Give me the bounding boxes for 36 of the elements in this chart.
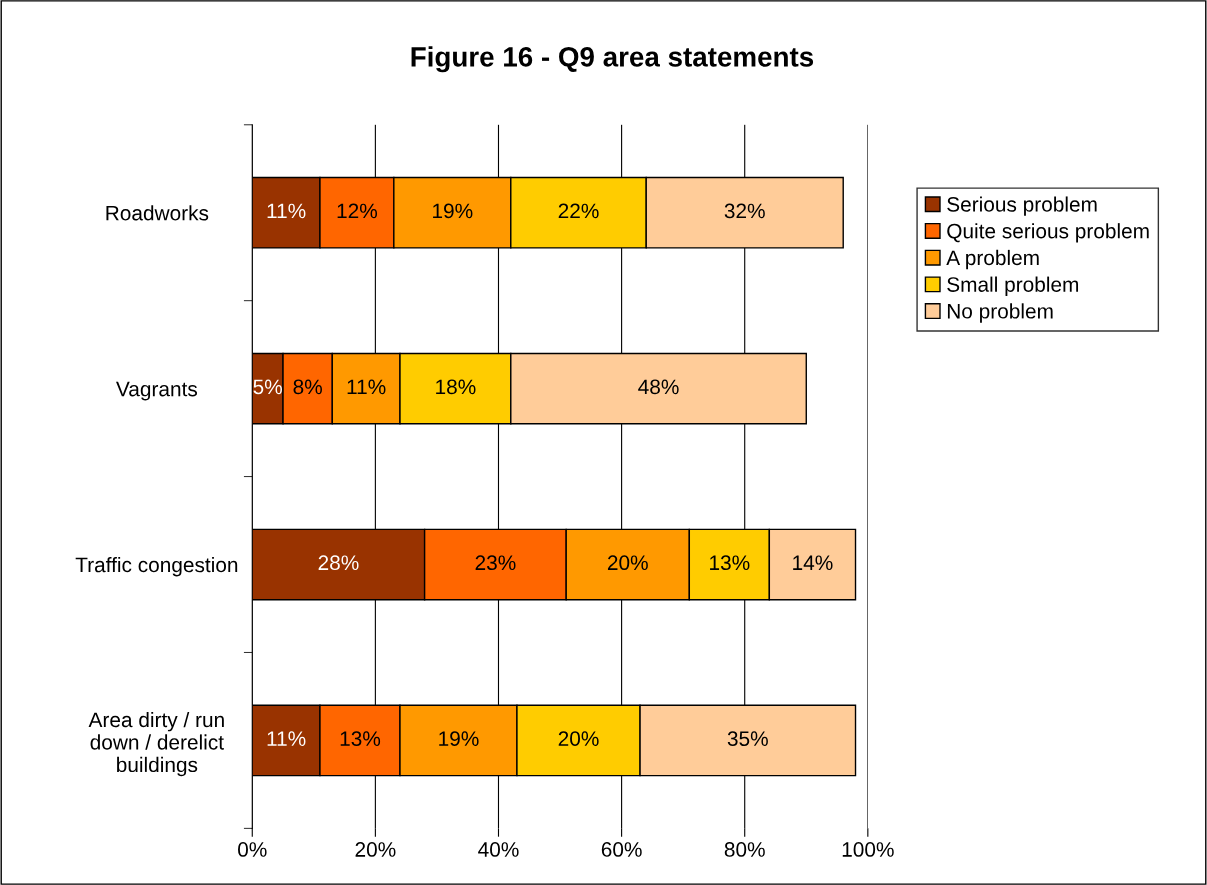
y-tick-label: Area dirty / run down / derelict buildings <box>88 711 224 777</box>
data-label: 20% <box>607 555 648 571</box>
legend-label: Quite serious problem <box>947 223 1149 243</box>
chart-title: Figure 16 - Q9 area statements <box>411 46 814 73</box>
data-label: 12% <box>337 203 378 219</box>
data-label: 18% <box>436 379 476 395</box>
legend-label: Serious problem <box>947 196 1097 216</box>
x-tick-label: 80% <box>724 842 765 857</box>
data-label: 11% <box>267 203 306 219</box>
x-tick-label: 40% <box>478 842 519 857</box>
data-label: 48% <box>638 379 679 395</box>
data-label: 22% <box>558 203 599 219</box>
data-label: 8% <box>293 379 322 395</box>
data-label: 14% <box>793 555 833 571</box>
data-label: 19% <box>433 203 473 219</box>
x-tick-label: 0% <box>238 842 267 857</box>
x-tick-label: 20% <box>355 842 396 857</box>
data-label: 28% <box>318 555 359 571</box>
x-tick-label: 60% <box>601 842 642 857</box>
data-label: 13% <box>710 555 750 571</box>
legend-label: A problem <box>946 249 1039 270</box>
data-label: 11% <box>347 379 386 395</box>
data-label: 11% <box>267 731 306 746</box>
data-label: 19% <box>439 731 479 747</box>
legend-label: No problem <box>947 303 1053 323</box>
y-tick-label: Vagrants <box>116 381 198 401</box>
data-label: 32% <box>724 203 765 219</box>
data-label: 35% <box>727 731 768 747</box>
data-label: 13% <box>340 731 381 747</box>
data-label: 5% <box>253 379 282 395</box>
data-label: 20% <box>558 731 599 747</box>
x-tick-label: 100% <box>842 842 894 857</box>
y-tick-label: Roadworks <box>106 205 209 221</box>
data-label: 23% <box>475 555 516 571</box>
legend-label: Small problem <box>947 276 1079 296</box>
y-tick-label: Traffic congestion <box>75 556 238 577</box>
